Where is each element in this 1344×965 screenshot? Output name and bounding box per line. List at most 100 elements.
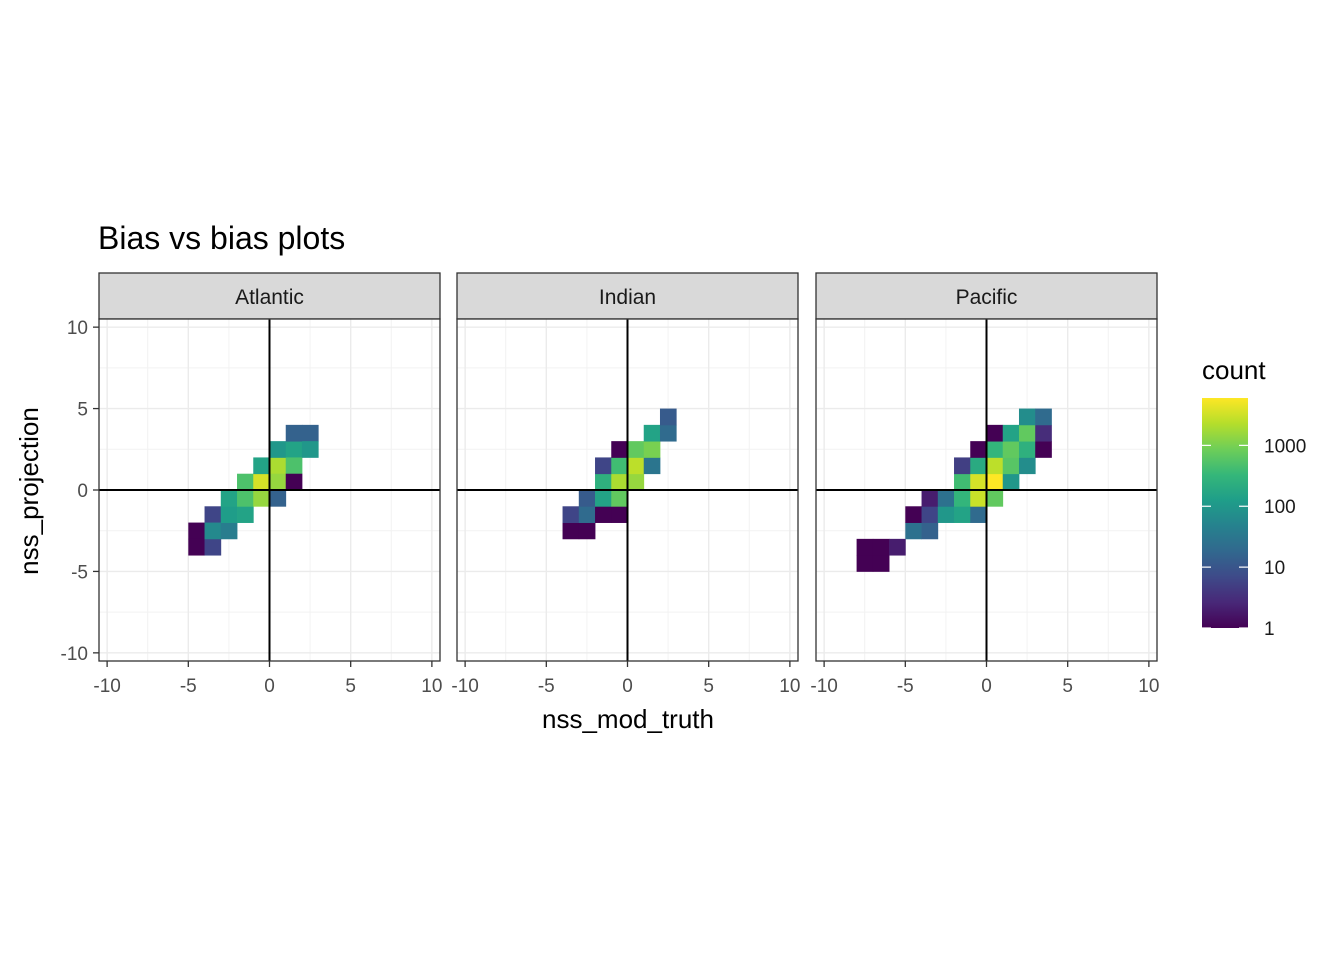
x-tick-label: 5 <box>1062 676 1073 697</box>
heatmap-tile <box>301 441 319 458</box>
heatmap-tile <box>986 490 1004 507</box>
heatmap-tile <box>970 506 987 523</box>
x-tick-label: -5 <box>538 676 555 697</box>
heatmap-tile <box>856 538 874 556</box>
facet-strip-label: Indian <box>599 286 656 309</box>
heatmap-tile <box>204 506 222 523</box>
heatmap-tile <box>237 473 254 491</box>
heatmap-tile <box>986 473 1004 491</box>
heatmap-tile <box>986 457 1004 475</box>
y-tick-label: 5 <box>77 400 88 421</box>
x-tick-label: 10 <box>421 676 442 697</box>
heatmap-tile <box>970 457 987 475</box>
x-tick-label: 0 <box>264 676 275 697</box>
heatmap-tile <box>1035 441 1052 458</box>
heatmap-tile <box>562 506 580 523</box>
colorbar-label: 100 <box>1264 497 1296 518</box>
heatmap-tile <box>188 522 205 540</box>
heatmap-tile <box>578 522 596 540</box>
heatmap-tile <box>269 473 287 491</box>
heatmap-tile <box>285 457 303 475</box>
heatmap-tile <box>970 490 987 507</box>
heatmap-tile <box>562 522 580 540</box>
x-tick-label: 5 <box>703 676 714 697</box>
facet-strip-label: Atlantic <box>235 286 304 309</box>
heatmap-tile <box>285 441 303 458</box>
heatmap-tile <box>220 522 238 540</box>
heatmap-tile <box>253 490 270 507</box>
heatmap-tile <box>1002 441 1020 458</box>
heatmap-tile <box>872 555 890 572</box>
heatmap-tile <box>204 538 222 556</box>
heatmap-tile <box>220 490 238 507</box>
heatmap-tile <box>253 457 270 475</box>
heatmap-tile <box>1018 424 1036 442</box>
heatmap-tile <box>954 506 971 523</box>
heatmap-tile <box>578 490 596 507</box>
heatmap-tile <box>269 490 287 507</box>
legend-title: count <box>1202 355 1266 385</box>
heatmap-tile <box>1035 424 1052 442</box>
heatmap-tile <box>659 408 677 426</box>
heatmap-tile <box>1002 457 1020 475</box>
heatmap-tile <box>970 441 987 458</box>
y-tick-label: 10 <box>67 318 88 339</box>
heatmap-tile <box>595 457 612 475</box>
heatmap-tile <box>285 473 303 491</box>
colorbar-label: 1000 <box>1264 436 1306 457</box>
heatmap-tile <box>1018 441 1036 458</box>
heatmap-tile <box>627 457 645 475</box>
heatmap-tile <box>301 424 319 442</box>
heatmap-tile <box>921 490 939 507</box>
heatmap-tile <box>578 506 596 523</box>
heatmap-tile <box>611 457 628 475</box>
heatmap-tile <box>856 555 874 572</box>
colorbar-label: 10 <box>1264 558 1285 579</box>
heatmap-tile <box>237 490 254 507</box>
heatmap-tile <box>595 473 612 491</box>
colorbar <box>1202 398 1248 628</box>
plot-title: Bias vs bias plots <box>98 220 345 256</box>
facet-panel-indian: Indian -10 -5 0 5 10 <box>451 272 800 697</box>
heatmap-tile <box>611 490 628 507</box>
heatmap-tile <box>188 538 205 556</box>
heatmap-tile <box>954 490 971 507</box>
colorbar-label: 1 <box>1264 619 1275 640</box>
heatmap-tile <box>905 522 922 540</box>
facet-strip-label: Pacific <box>956 286 1018 309</box>
x-axis-title: nss_mod_truth <box>542 704 714 734</box>
heatmap-tile <box>253 473 270 491</box>
heatmap-tile <box>285 424 303 442</box>
x-tick-label: 5 <box>345 676 356 697</box>
y-tick-label: -5 <box>71 562 88 583</box>
heatmap-tile <box>595 490 612 507</box>
x-tick-label: -10 <box>93 676 120 697</box>
x-tick-label: 10 <box>779 676 800 697</box>
heatmap-tile <box>269 441 287 458</box>
heatmap-tile <box>1002 473 1020 491</box>
heatmap-tile <box>986 441 1004 458</box>
heatmap-tile <box>872 538 890 556</box>
heatmap-tile <box>889 538 906 556</box>
y-tick-label: -10 <box>61 644 88 665</box>
heatmap-tile <box>269 457 287 475</box>
heatmap-tile <box>937 506 955 523</box>
color-legend: count 1 10 100 1000 <box>1202 355 1306 640</box>
heatmap-tile <box>970 473 987 491</box>
x-tick-label: 0 <box>981 676 992 697</box>
heatmap-tile <box>611 506 628 523</box>
heatmap-tile <box>643 424 661 442</box>
x-tick-label: 0 <box>622 676 633 697</box>
heatmap-tile <box>659 424 677 442</box>
heatmap-tile <box>921 506 939 523</box>
heatmap-tile <box>204 522 222 540</box>
y-tick-label: 0 <box>77 481 88 502</box>
heatmap-tile <box>220 506 238 523</box>
heatmap-tile <box>595 506 612 523</box>
heatmap-tile <box>921 522 939 540</box>
heatmap-tile <box>611 473 628 491</box>
heatmap-tile <box>905 506 922 523</box>
heatmap-tile <box>954 457 971 475</box>
x-tick-label: -10 <box>810 676 837 697</box>
